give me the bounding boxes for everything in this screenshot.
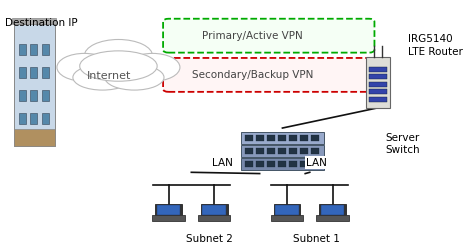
FancyBboxPatch shape [241,158,324,170]
FancyBboxPatch shape [278,136,286,141]
Polygon shape [14,25,55,146]
FancyBboxPatch shape [157,205,180,215]
FancyBboxPatch shape [289,136,297,141]
FancyBboxPatch shape [369,75,387,80]
FancyBboxPatch shape [300,136,308,141]
Text: LAN: LAN [212,158,233,168]
Polygon shape [18,90,26,101]
FancyBboxPatch shape [312,149,319,154]
FancyBboxPatch shape [245,162,253,167]
Ellipse shape [57,54,111,82]
Text: Primary/Active VPN: Primary/Active VPN [202,31,303,41]
Ellipse shape [73,66,132,91]
FancyBboxPatch shape [163,59,374,92]
FancyBboxPatch shape [316,215,349,221]
FancyBboxPatch shape [163,20,374,53]
Text: IRG5140: IRG5140 [408,34,452,44]
Polygon shape [30,113,37,124]
Polygon shape [42,45,49,55]
Text: Subnet 1: Subnet 1 [293,233,340,243]
Polygon shape [14,129,55,146]
FancyBboxPatch shape [275,205,299,215]
Text: Switch: Switch [385,144,420,154]
Polygon shape [12,19,57,25]
FancyBboxPatch shape [300,149,308,154]
Ellipse shape [84,40,152,73]
FancyBboxPatch shape [256,136,264,141]
FancyBboxPatch shape [278,149,286,154]
FancyBboxPatch shape [300,162,308,167]
FancyBboxPatch shape [155,204,182,216]
Polygon shape [18,68,26,78]
Text: Destination IP: Destination IP [5,18,77,28]
Polygon shape [30,68,37,78]
FancyBboxPatch shape [241,132,324,145]
FancyBboxPatch shape [267,162,275,167]
FancyBboxPatch shape [202,205,226,215]
FancyBboxPatch shape [245,136,253,141]
FancyBboxPatch shape [201,204,228,216]
Polygon shape [30,90,37,101]
Text: Secondary/Backup VPN: Secondary/Backup VPN [192,70,313,80]
Polygon shape [18,113,26,124]
FancyBboxPatch shape [274,204,300,216]
Text: Subnet 2: Subnet 2 [186,233,233,243]
FancyBboxPatch shape [289,162,297,167]
FancyBboxPatch shape [278,162,286,167]
FancyBboxPatch shape [369,90,387,95]
FancyBboxPatch shape [321,205,344,215]
FancyBboxPatch shape [369,98,387,103]
Ellipse shape [80,52,157,82]
FancyBboxPatch shape [256,149,264,154]
FancyBboxPatch shape [312,136,319,141]
Text: LTE Router: LTE Router [408,47,463,57]
Ellipse shape [105,66,164,91]
FancyBboxPatch shape [289,149,297,154]
FancyBboxPatch shape [319,204,346,216]
FancyBboxPatch shape [267,136,275,141]
FancyBboxPatch shape [198,215,230,221]
Ellipse shape [125,54,180,82]
Text: Internet: Internet [87,71,132,81]
FancyBboxPatch shape [271,215,303,221]
FancyBboxPatch shape [256,162,264,167]
Text: LAN: LAN [306,158,327,168]
FancyBboxPatch shape [369,82,387,87]
FancyBboxPatch shape [366,57,390,109]
Polygon shape [30,45,37,55]
FancyBboxPatch shape [312,162,319,167]
Polygon shape [42,90,49,101]
FancyBboxPatch shape [245,149,253,154]
Text: Server: Server [385,132,419,142]
FancyBboxPatch shape [267,149,275,154]
FancyBboxPatch shape [241,145,324,157]
Polygon shape [42,68,49,78]
Polygon shape [18,45,26,55]
FancyBboxPatch shape [152,215,185,221]
FancyBboxPatch shape [369,67,387,72]
Polygon shape [42,113,49,124]
